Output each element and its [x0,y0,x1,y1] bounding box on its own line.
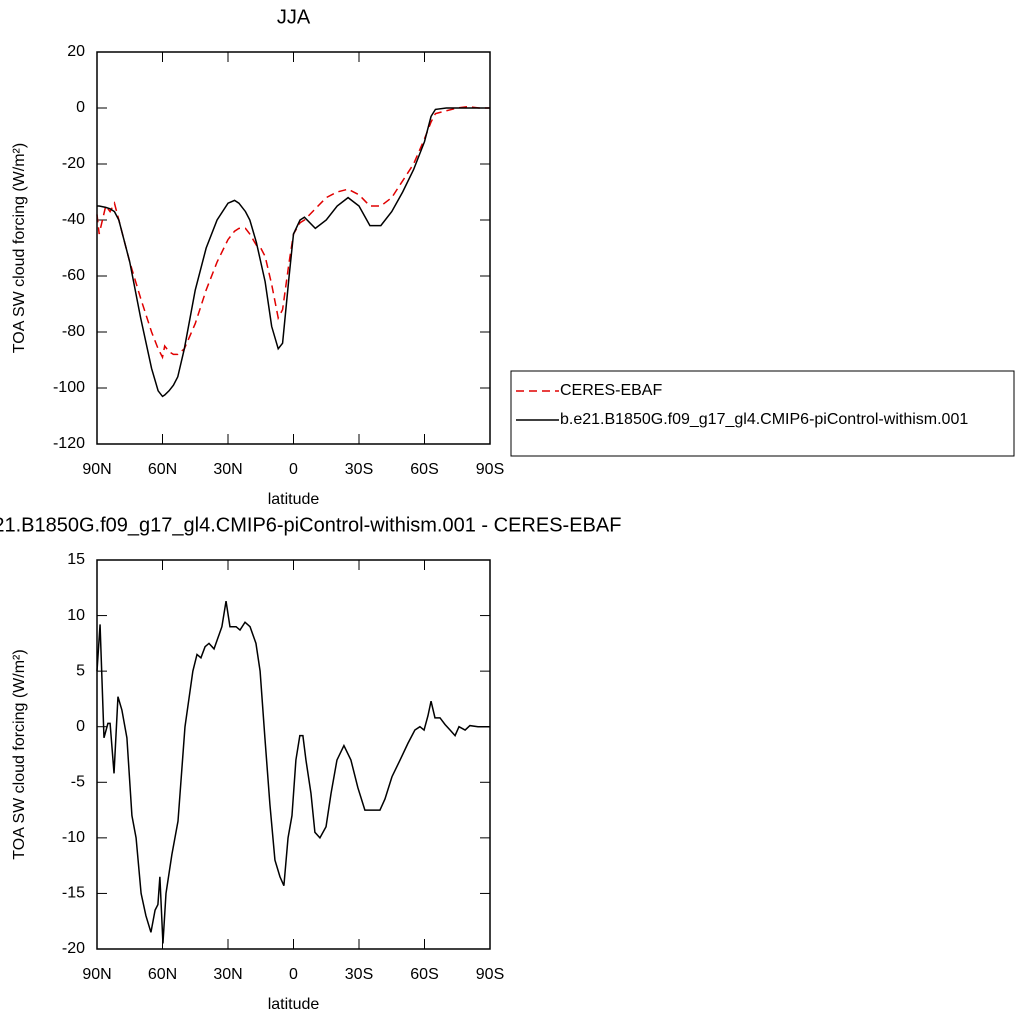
y-tick-label: -80 [62,323,85,340]
x-tick-label: 30N [213,966,242,983]
y-axis-label: TOA SW cloud forcing (W/m²) [11,649,28,859]
chart-title: JJA [277,6,311,28]
x-tick-label: 90S [476,966,504,983]
plot-frame [96,51,491,445]
x-tick-label: 30S [345,966,373,983]
x-tick-label: 0 [289,461,298,478]
y-tick-label: -40 [62,211,85,228]
x-tick-label: 60S [410,461,438,478]
x-axis-label: latitude [268,491,320,508]
x-tick-label: 0 [289,966,298,983]
x-tick-label: 60N [148,966,177,983]
chart-title: b.e21.B1850G.f09_g17_gl4.CMIP6-piControl… [0,514,621,536]
x-tick-label: 60S [410,966,438,983]
y-tick-label: 5 [76,662,85,679]
y-tick-label: -5 [71,774,85,791]
x-axis-label: latitude [268,996,320,1013]
y-tick-label: -20 [62,940,85,957]
y-tick-label: 20 [67,43,85,60]
x-tick-label: 30N [213,461,242,478]
legend-label: b.e21.B1850G.f09_g17_gl4.CMIP6-piControl… [560,411,968,428]
x-tick-label: 90N [82,966,111,983]
legend-box [510,370,1015,457]
x-tick-label: 90N [82,461,111,478]
legend: CERES-EBAF b.e21.B1850G.f09_g17_gl4.CMIP6… [510,370,1015,457]
y-tick-label: -10 [62,829,85,846]
y-tick-label: -15 [62,885,85,902]
y-tick-label: 0 [76,718,85,735]
y-tick-label: -120 [53,435,85,452]
y-tick-label: -60 [62,267,85,284]
x-tick-label: 30S [345,461,373,478]
data-line [96,600,490,944]
y-tick-label: -20 [62,155,85,172]
legend-label: CERES-EBAF [560,382,662,399]
x-tick-label: 90S [476,461,504,478]
y-tick-label: 15 [67,551,85,568]
y-axis-label: TOA SW cloud forcing (W/m²) [11,143,28,353]
data-line [96,105,490,360]
y-tick-label: 0 [76,99,85,116]
plot-frame [96,559,491,950]
data-line [97,107,490,398]
x-tick-label: 60N [148,461,177,478]
y-tick-label: 10 [67,607,85,624]
y-tick-label: -100 [53,379,85,396]
